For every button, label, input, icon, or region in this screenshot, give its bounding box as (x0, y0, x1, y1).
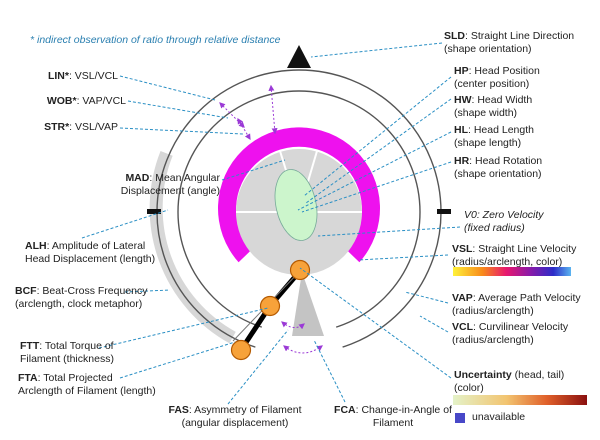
vap-line2-text: (radius/arclength) (452, 304, 534, 317)
alh-key: ALH (25, 240, 47, 252)
vcl-label: VCL: Curvilinear Velocity (radius/arclen… (452, 321, 568, 346)
sld-key: SLD (444, 30, 465, 42)
fas-line2-text: (angular displacement) (181, 416, 289, 429)
vsl-text: : Straight Line Velocity (472, 243, 577, 255)
bcf-label: BCF: Beat-Cross Frequency (arclength, cl… (15, 285, 147, 310)
str-text: : VSL/VAP (69, 121, 118, 133)
lin-label: LIN*: VSL/VCL (30, 70, 118, 83)
hl-line2-text: (shape length) (454, 136, 522, 149)
alh-line2-text: Head Displacement (length) (25, 252, 156, 265)
hp-text: : Head Position (468, 65, 540, 77)
fca-label: FCA: Change-in-Angle of Filament (323, 404, 463, 429)
indirect-note: * indirect observation of ratio through … (30, 34, 280, 47)
ftt-label: FTT: Total Torque of Filament (thickness… (20, 340, 114, 365)
leader-lines (81, 42, 461, 405)
hr-line2-text: (shape orientation) (454, 167, 542, 180)
sld-line2-text: (shape orientation) (444, 42, 532, 55)
mad-line2-text: Displacement (angle) (120, 184, 220, 197)
fca-arrow (283, 345, 323, 354)
str-label: STR*: VSL/VAP (30, 121, 118, 134)
right-tick (437, 209, 451, 214)
mad-key: MAD (125, 172, 150, 184)
fas-key: FAS (168, 404, 189, 416)
uncertainty-colorbar (453, 395, 587, 405)
hl-text: : Head Length (468, 124, 534, 136)
fta-line2-text: Arclength of Filament (length) (18, 384, 156, 397)
ftt-line2-text: Filament (thickness) (20, 352, 114, 365)
str-arrow (237, 117, 251, 141)
unc-line2-text: (color) (454, 381, 484, 394)
v0-line2-text: (fixed radius) (464, 221, 525, 234)
fas-text: : Asymmetry of Filament (188, 404, 302, 416)
fca-line2-text: Filament (372, 416, 414, 429)
str-key: STR* (44, 121, 70, 133)
wob-text: : VAP/VCL (76, 95, 126, 107)
circle-icon (289, 259, 311, 281)
hw-text: : Head Width (471, 94, 533, 106)
hl-label: HL: Head Length (shape length) (454, 124, 534, 149)
note-line1: * indirect observation of ratio (30, 34, 164, 46)
hp-key: HP (454, 65, 469, 77)
fas-arrow (281, 321, 305, 330)
vsl-line2-text: (radius/arclength, color) (452, 255, 563, 268)
fca-text: : Change-in-Angle of (355, 404, 452, 416)
hw-label: HW: Head Width (shape width) (454, 94, 532, 119)
unavailable-swatch (455, 413, 465, 423)
hw-line2-text: (shape width) (454, 106, 518, 119)
hr-text: : Head Rotation (469, 155, 543, 167)
fta-label: FTA: Total Projected Arclength of Filame… (18, 372, 156, 397)
hl-key: HL (454, 124, 468, 136)
vap-label: VAP: Average Path Velocity (radius/arcle… (452, 292, 581, 317)
v0-label: V0: Zero Velocity (fixed radius) (464, 209, 544, 234)
v0-line1-text: V0: Zero Velocity (464, 209, 544, 221)
fas-label: FAS: Asymmetry of Filament (angular disp… (160, 404, 310, 429)
hp-label: HP: Head Position (center position) (454, 65, 540, 90)
hr-label: HR: Head Rotation (shape orientation) (454, 155, 542, 180)
ftt-text: : Total Torque of (39, 340, 114, 352)
unc-text: (head, tail) (511, 369, 565, 381)
vsl-key: VSL (452, 243, 473, 255)
vcl-line2-text: (radius/arclength) (452, 333, 534, 346)
mad-label: MAD: Mean Angular Displacement (angle) (30, 172, 220, 197)
alh-label: ALH: Amplitude of Lateral Head Displacem… (25, 240, 155, 265)
lin-text: : VSL/VCL (68, 70, 118, 82)
fta-key: FTA (18, 372, 38, 384)
bcf-key: BCF (15, 285, 37, 297)
circle-icon (230, 339, 252, 361)
hw-key: HW (454, 94, 472, 106)
tail-gap-wedge (248, 212, 350, 370)
circle-icon (259, 295, 281, 317)
unavailable-label: unavailable (472, 411, 526, 423)
ftt-key: FTT (20, 340, 40, 352)
uncertainty-label: Uncertainty (head, tail) (color) (454, 369, 564, 394)
bcf-line2-text: (arclength, clock metaphor) (15, 297, 143, 310)
vsl-label: VSL: Straight Line Velocity (radius/arcl… (452, 243, 576, 268)
vcl-key: VCL (452, 321, 473, 333)
vsl-ring (218, 127, 381, 263)
vsl-colorbar (453, 267, 571, 276)
note-line2: through relative distance (166, 34, 281, 46)
vap-text: : Average Path Velocity (472, 292, 581, 304)
vap-key: VAP (452, 292, 473, 304)
alh-text: : Amplitude of Lateral (46, 240, 146, 252)
hp-line2-text: (center position) (454, 77, 530, 90)
wob-key: WOB* (46, 95, 77, 107)
fca-key: FCA (334, 404, 356, 416)
sld-text: : Straight Line Direction (465, 30, 575, 42)
fta-text: : Total Projected (37, 372, 113, 384)
hr-key: HR (454, 155, 470, 167)
left-tick (147, 209, 161, 214)
triangle-up-icon (287, 45, 311, 68)
bcf-text: : Beat-Cross Frequency (36, 285, 148, 297)
vcl-text: : Curvilinear Velocity (473, 321, 569, 333)
sld-label: SLD: Straight Line Direction (shape orie… (444, 30, 574, 55)
unc-key: Uncertainty (454, 369, 512, 381)
wob-label: WOB*: VAP/VCL (30, 95, 126, 108)
lin-key: LIN* (47, 70, 69, 82)
fca-wedge (292, 272, 324, 336)
mad-text: : Mean Angular (149, 172, 220, 184)
